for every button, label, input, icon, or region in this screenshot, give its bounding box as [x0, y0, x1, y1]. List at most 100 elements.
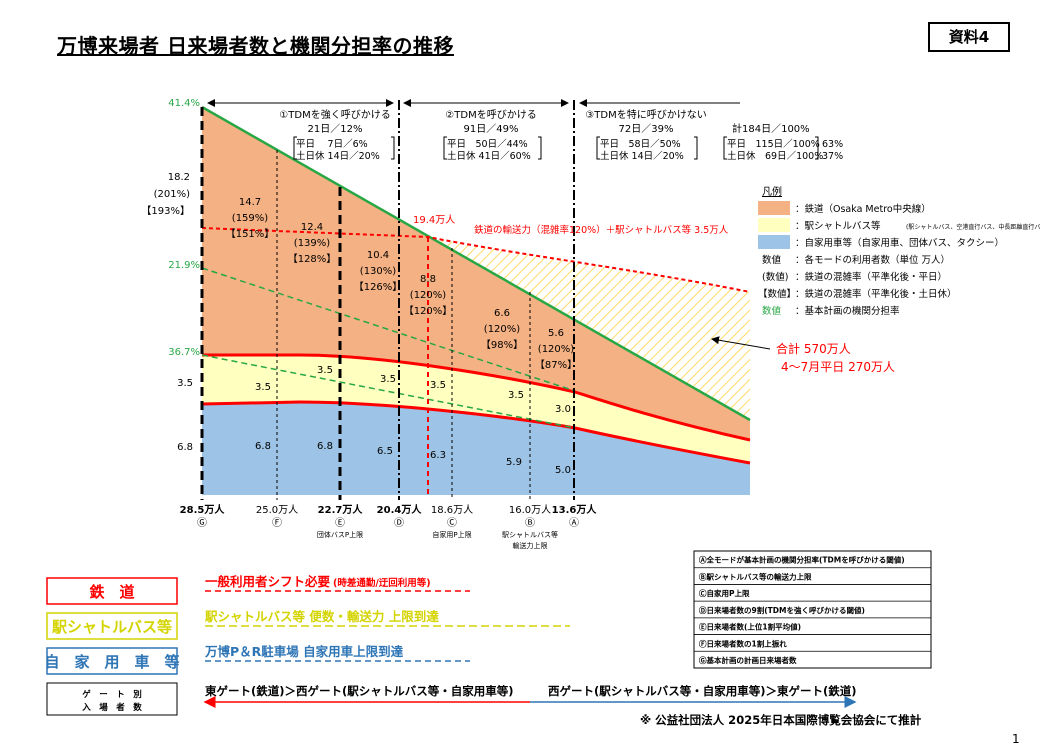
car-value-label: 6.8 [255, 441, 271, 452]
page-number: 1 [1012, 732, 1020, 746]
legend-rail-swatch [758, 201, 790, 215]
x-axis-mark-label: Ⓕ [272, 517, 282, 529]
car-value-label: 6.5 [377, 446, 393, 457]
mode-arrow-label: 一般利用者シフト必要 [205, 574, 331, 589]
bus-value-label: 3.5 [380, 374, 396, 385]
x-axis-value-label: 25.0万人 [256, 504, 298, 516]
conditions-row: Ⓔ日来場者数(上位1割平均値) [699, 622, 801, 632]
x-axis-mark-label: Ⓐ [569, 517, 579, 529]
total-weekday-label: 4～7月平日 270万人 [781, 360, 895, 374]
mode-label: 鉄 道 [89, 583, 134, 601]
total-pointer-arrow [711, 336, 771, 350]
period-days: 21日／12% [308, 123, 363, 135]
period-bracket-total [723, 136, 819, 160]
rail-weekday-congestion-label: (130%) [360, 266, 396, 277]
legend-car-swatch [758, 235, 790, 249]
total-period-weekday-share: 63% [822, 139, 843, 150]
period-title: ②TDMを呼びかける [445, 109, 536, 121]
conditions-row: Ⓓ日来場者数の9割(TDMを強く呼びかける閾値) [699, 605, 865, 615]
period-holiday: 土日休 14日／20% [296, 150, 380, 162]
car-value-label: 5.9 [506, 457, 522, 468]
legend-car-label: ：自家用車等（自家用車、団体バス、タクシー） [795, 237, 1004, 249]
rail-holiday-congestion-label: 【120%】 [404, 305, 453, 317]
left-axis-label: 18.2 [168, 172, 190, 183]
x-axis-value-label: 16.0万人 [509, 504, 551, 516]
mode-box-car [46, 647, 178, 675]
legend-key: 数値 [762, 254, 782, 266]
period-title: ③TDMを特に呼びかけない [585, 109, 706, 121]
rail-weekday-congestion-label: (120%) [484, 324, 520, 335]
x-axis-value-label: 28.5万人 [180, 503, 226, 516]
rail-value-label: 5.6 [548, 328, 564, 339]
document-badge: 資料4 [928, 22, 1010, 52]
mode-label: 自 家 用 車 等 [44, 653, 179, 671]
bus-value-label: 3.5 [317, 365, 333, 376]
share-line-bus [201, 354, 576, 429]
x-axis-sub-label: 団体バスP上限 [317, 530, 363, 539]
left-axis-label: 3.5 [177, 378, 193, 389]
x-axis-sub-label: 駅シャトルバス等 [502, 530, 558, 539]
rail-holiday-congestion-label: 【128%】 [288, 253, 337, 265]
period-weekday: 平日 50日／44% [447, 139, 528, 150]
share-line-rail [201, 267, 576, 392]
rail-weekday-congestion-label: (120%) [538, 344, 574, 355]
legend-key: 【数値】 [758, 288, 796, 300]
mode-box-rail [46, 577, 178, 605]
gate-box-line2: 入 場 者 数 [81, 702, 142, 713]
gate-right-label: 西ゲート(駅シャトルバス等・自家用車等)＞東ゲート(鉄道) [548, 684, 857, 698]
conditions-row: Ⓒ自家用P上限 [699, 588, 750, 598]
bus-value-label: 3.5 [508, 390, 524, 401]
total-period-days: 計184日／100% [732, 122, 810, 135]
page-title: 万博来場者 日来場者数と機関分担率の推移 [57, 34, 454, 58]
car-value-label: 6.8 [317, 441, 333, 452]
period-bracket-2 [443, 136, 542, 160]
legend-weekday-congestion-label: ：鉄道の混雑率（平準化後・平日） [795, 271, 947, 283]
left-axis-label: 6.8 [177, 442, 193, 453]
x-axis-mark-label: Ⓓ [394, 517, 404, 529]
x-axis-value-label: 22.7万人 [318, 503, 364, 516]
gate-box [46, 682, 178, 716]
legend-bus-swatch [758, 218, 790, 232]
legend-key: (数値) [762, 271, 788, 283]
x-axis-mark-label: Ⓔ [335, 517, 345, 529]
total-period-holiday-share: 37% [822, 151, 843, 162]
period-bracket-1 [293, 136, 395, 160]
conditions-row: Ⓐ全モードが基本計画の機関分担率(TDMを呼びかける閾値) [699, 555, 905, 565]
bus-value-label: 3.0 [555, 404, 571, 415]
rail-value-label: 10.4 [367, 250, 389, 261]
legend-rail-label: ：鉄道（Osaka Metro中央線） [795, 203, 931, 215]
gate-left-label: 東ゲート(鉄道)＞西ゲート(駅シャトルバス等・自家用車等) [205, 684, 514, 698]
total-line [201, 105, 751, 422]
mode-label: 駅シャトルバス等 [51, 618, 172, 636]
conditions-row: Ⓑ駅シャトルバス等の輸送力上限 [699, 571, 812, 581]
period-weekday: 平日 58日／50% [600, 139, 681, 150]
bus-car-boundary [201, 400, 751, 465]
mode-arrow-label: 駅シャトルバス等 便数・輸送力 上限到達 [204, 609, 439, 624]
rail-holiday-congestion-label: 【126%】 [354, 281, 403, 293]
rail-weekday-congestion-label: (120%) [410, 290, 446, 301]
capacity-value-label: 19.4万人 [413, 214, 455, 226]
rail-value-label: 12.4 [301, 222, 323, 233]
rail-value-label: 14.7 [239, 197, 261, 208]
capacity-line [201, 227, 751, 293]
legend-bus-label: ：駅シャトルバス等 [795, 220, 881, 232]
left-axis-label: 21.9% [168, 260, 200, 271]
conditions-table [693, 550, 932, 669]
left-axis-label: 【193%】 [141, 205, 190, 217]
bus-value-label: 3.5 [255, 382, 271, 393]
x-axis-value-label: 20.4万人 [377, 503, 423, 516]
legend-bus-detail: (駅シャトルバス、空港直行バス、中長距離直行バス) [906, 223, 1040, 231]
gate-box-line1: ゲ ー ト 別 [82, 689, 142, 700]
mode-arrow-note: (時差通勤/迂回利用等) [333, 577, 431, 589]
mode-box-bus [46, 612, 178, 640]
x-axis-sub-label: 自家用P上限 [432, 530, 471, 539]
left-axis-label: (201%) [154, 189, 190, 200]
footer-note: ※ 公益社団法人 2025年日本国際博覧会協会にて推計 [640, 713, 922, 727]
conditions-row: Ⓕ日来場者数の1割上振れ [699, 638, 787, 648]
rail-holiday-congestion-label: 【98%】 [481, 339, 523, 351]
left-axis-label: 36.7% [168, 347, 200, 358]
rail-value-label: 6.6 [494, 308, 510, 319]
legend-holiday-congestion-label: ：鉄道の混雑率（平準化後・土日休） [795, 288, 957, 300]
period-holiday: 土日休 41日／60% [447, 150, 531, 162]
rail-bus-boundary [202, 353, 751, 442]
